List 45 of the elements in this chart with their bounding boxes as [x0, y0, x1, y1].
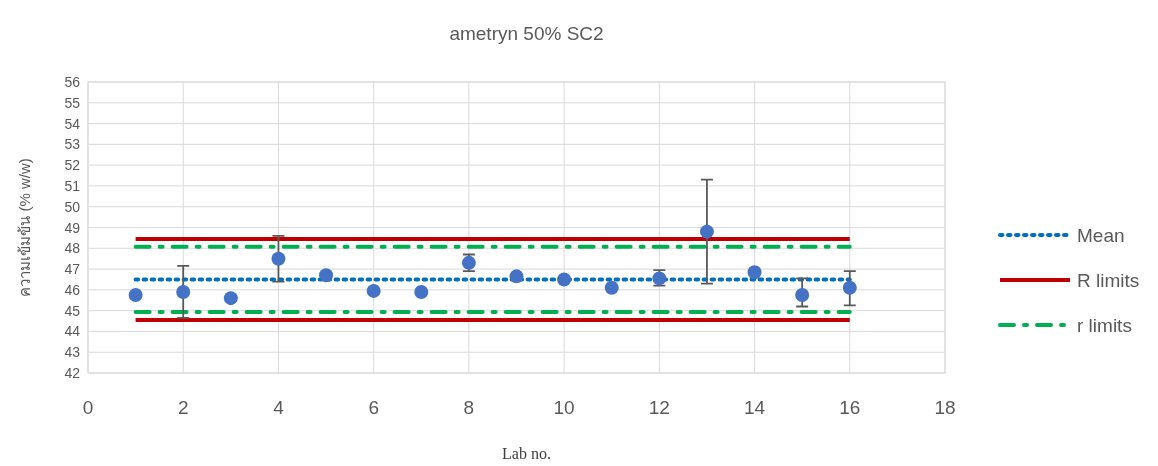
- point: [319, 268, 334, 283]
- point: [128, 288, 143, 303]
- point: [842, 280, 857, 295]
- point: [699, 224, 714, 239]
- x-tick-label: 8: [463, 397, 475, 418]
- point: [557, 272, 572, 287]
- point: [604, 280, 619, 295]
- legend-label: Mean: [1077, 225, 1125, 246]
- y-tick-label: 42: [64, 365, 81, 381]
- x-tick-label: 12: [648, 397, 670, 418]
- x-tick-label: 0: [82, 397, 94, 418]
- x-axis-title: Lab no.: [502, 445, 551, 462]
- x-tick-label: 18: [934, 397, 956, 418]
- y-tick-label: 56: [64, 74, 81, 90]
- y-tick-label: 54: [64, 115, 81, 132]
- y-tick-label: 55: [64, 94, 81, 111]
- point: [747, 265, 762, 280]
- y-tick-label: 51: [64, 177, 81, 194]
- y-tick-label: 45: [64, 302, 81, 319]
- x-tick-label: 14: [743, 397, 766, 418]
- y-tick-label: 43: [64, 344, 81, 361]
- y-tick-label: 52: [64, 157, 81, 174]
- point: [271, 251, 286, 266]
- point: [366, 283, 381, 298]
- x-tick-label: 2: [177, 397, 189, 418]
- x-tick-label: 16: [839, 397, 861, 418]
- x-tick-label: 10: [553, 397, 575, 418]
- point: [223, 291, 238, 306]
- y-tick-label: 46: [64, 281, 81, 298]
- y-tick-label: 47: [64, 261, 81, 278]
- point: [509, 269, 524, 284]
- y-tick-label: 49: [64, 219, 81, 236]
- chart-title: ametryn 50% SC2: [449, 23, 604, 44]
- y-tick-label: 50: [64, 198, 81, 215]
- point: [414, 284, 429, 299]
- x-tick-label: 4: [273, 397, 285, 418]
- y-tick-label: 53: [64, 136, 81, 153]
- legend-label: r limits: [1077, 315, 1132, 336]
- y-tick-label: 48: [64, 240, 81, 257]
- point: [795, 288, 810, 303]
- y-tick-label: 44: [64, 323, 81, 340]
- legend-label: R limits: [1077, 270, 1140, 291]
- x-tick-label: 6: [368, 397, 379, 418]
- point: [176, 284, 191, 299]
- y-axis-title: ความเข้มข้น (% w/w): [16, 158, 33, 297]
